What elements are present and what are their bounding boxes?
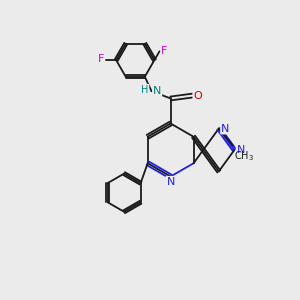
Text: N: N xyxy=(221,124,230,134)
Text: H: H xyxy=(141,85,148,94)
Text: O: O xyxy=(193,91,202,100)
Text: N: N xyxy=(167,177,175,187)
Text: CH$_3$: CH$_3$ xyxy=(234,149,254,163)
Text: F: F xyxy=(161,46,168,56)
Text: N: N xyxy=(153,86,161,96)
Text: N: N xyxy=(237,145,245,155)
Text: F: F xyxy=(98,54,104,64)
